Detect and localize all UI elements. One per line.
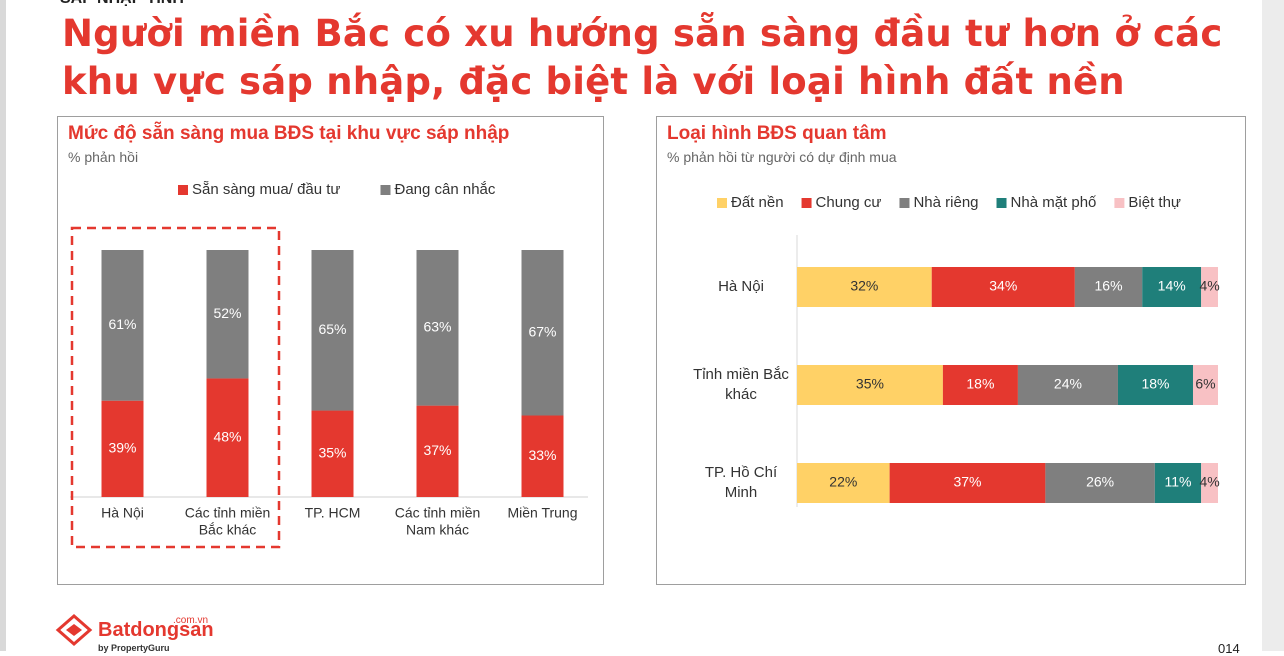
section-label: SÁP NHẬP TỈNH (60, 0, 184, 8)
logo-domain: .com.vn (173, 615, 209, 626)
bar-segment (797, 267, 932, 307)
legend-swatch (801, 198, 812, 208)
bar-segment (797, 365, 943, 405)
property-type-chart-panel: Loại hình BĐS quan tâm % phản hồi từ ngư… (656, 116, 1246, 585)
category-label: Minh (725, 484, 758, 501)
category-label: Miền Trung (507, 505, 577, 521)
data-label: 52% (213, 305, 241, 321)
category-label: khác (725, 386, 757, 403)
logo-icon (55, 614, 93, 646)
readiness-stacked-bar-chart: Sẵn sàng mua/ đầu tư Đang cân nhắc 39% 61% H… (70, 181, 588, 549)
data-label: 39% (108, 440, 136, 456)
logo-subtext: by PropertyGuru (98, 643, 170, 653)
bar-segment (1201, 267, 1218, 307)
bar-segment (521, 250, 564, 416)
chart-title: Loại hình BĐS quan tâm (667, 123, 887, 144)
bar-segment (1017, 365, 1118, 405)
bar-segment (889, 463, 1046, 503)
data-label: 18% (966, 376, 994, 392)
data-label: 4% (1199, 474, 1219, 490)
bar-segment (416, 405, 459, 497)
data-label: 48% (213, 428, 241, 444)
bar-segment (1045, 463, 1155, 503)
logo-text: Batdongsan (98, 619, 214, 641)
property-type-stacked-bar-chart: Đất nền Chung cư Nhà riêng Nhà mặt phố Biệt … (693, 194, 1220, 507)
category-label: Các tỉnh miền (185, 505, 271, 521)
data-label: 35% (856, 376, 884, 392)
page-headline: Người miền Bắc có xu hướng sẵn sàng đầu … (62, 12, 1223, 103)
legend-swatch (717, 198, 727, 208)
bar-segment (311, 410, 354, 497)
data-label: 16% (1095, 278, 1123, 294)
bar-segment (101, 250, 144, 401)
data-label: 65% (318, 321, 346, 337)
chart-subtitle: % phản hồi (68, 149, 139, 165)
data-label: 32% (850, 278, 878, 294)
chart-title: Mức độ sẵn sàng mua BĐS tại khu vực sáp … (68, 123, 510, 144)
data-label: 67% (528, 323, 556, 339)
bar-segment (521, 415, 564, 497)
bar-segment (311, 250, 354, 411)
legend-swatch (178, 185, 188, 195)
legend-swatch (380, 185, 391, 195)
data-label: 26% (1086, 474, 1114, 490)
category-label: Tỉnh miền Bắc (693, 366, 789, 383)
bar-segment (101, 400, 144, 497)
readiness-chart-panel: Mức độ sẵn sàng mua BĐS tại khu vực sáp … (57, 116, 604, 585)
bar-segment (797, 463, 890, 503)
batdongsan-logo: Batdongsan .com.vn by PropertyGuru (55, 614, 228, 654)
category-label: Các tỉnh miền (395, 505, 481, 521)
bar-segment (931, 267, 1075, 307)
bar-segment (942, 365, 1018, 405)
bar-segment (1192, 365, 1218, 405)
legend-swatch (899, 198, 910, 208)
data-label: 61% (108, 316, 136, 332)
legend-label: Biệt thự (1128, 194, 1181, 211)
data-label: 11% (1165, 474, 1192, 490)
data-label: 6% (1195, 376, 1215, 392)
left-edge-strip (0, 0, 6, 651)
legend-label: Đất nền (731, 194, 784, 211)
data-label: 35% (318, 444, 346, 460)
bar-segment (1142, 267, 1202, 307)
bar-segment (206, 378, 249, 497)
bar-segment (1117, 365, 1193, 405)
bar-segment (1154, 463, 1202, 503)
data-label: 33% (528, 447, 556, 463)
category-label: Hà Nội (718, 278, 764, 295)
bar-segment (416, 250, 459, 406)
category-label: TP. HCM (305, 505, 361, 521)
data-label: 34% (989, 278, 1017, 294)
legend-label: Chung cư (816, 194, 882, 211)
category-label: Nam khác (406, 522, 469, 538)
right-edge-strip (1262, 0, 1284, 651)
legend-label: Đang cân nhắc (394, 181, 495, 198)
data-label: 4% (1199, 278, 1219, 294)
bar-segment (1074, 267, 1143, 307)
category-label: Bắc khác (199, 522, 257, 538)
category-label: Hà Nội (101, 505, 144, 521)
bar-segment (1201, 463, 1218, 503)
data-label: 63% (423, 319, 451, 335)
legend-swatch (996, 198, 1007, 208)
data-label: 24% (1054, 376, 1082, 392)
data-label: 37% (953, 474, 981, 490)
page-number: 014 (1218, 641, 1240, 656)
bar-segment (206, 250, 249, 379)
category-label: TP. Hồ Chí (705, 464, 778, 481)
legend-label: Nhà riêng (913, 194, 978, 211)
data-label: 37% (423, 442, 451, 458)
legend-label: Sẵn sàng mua/ đầu tư (192, 181, 340, 198)
legend-label: Nhà mặt phố (1011, 194, 1098, 211)
legend-swatch (1114, 198, 1125, 208)
highlight-box (70, 226, 281, 549)
data-label: 22% (829, 474, 857, 490)
data-label: 14% (1158, 278, 1186, 294)
data-label: 18% (1141, 376, 1169, 392)
chart-subtitle: % phản hồi từ người có dự định mua (667, 149, 897, 165)
